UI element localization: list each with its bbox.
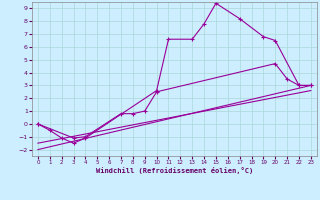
X-axis label: Windchill (Refroidissement éolien,°C): Windchill (Refroidissement éolien,°C) [96,167,253,174]
